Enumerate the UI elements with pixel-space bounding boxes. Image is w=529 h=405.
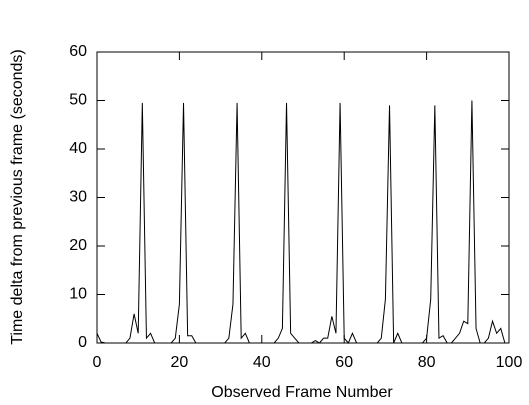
x-axis-label: Observed Frame Number: [211, 384, 393, 401]
y-tick-label: 50: [69, 92, 87, 109]
y-tick-label: 20: [69, 237, 87, 254]
y-tick-label: 0: [78, 334, 87, 351]
y-axis-label: Time delta from previous frame (seconds): [9, 49, 26, 345]
x-tick-label: 80: [418, 354, 436, 371]
x-tick-label: 20: [171, 354, 189, 371]
y-tick-label: 60: [69, 43, 87, 60]
data-line: [96, 100, 506, 344]
x-tick-label: 100: [496, 354, 523, 371]
x-tick-label: 60: [335, 354, 353, 371]
plot-frame: [96, 51, 510, 344]
y-tick-label: 10: [69, 286, 87, 303]
y-tick-label: 30: [69, 189, 87, 206]
x-tick-label: 0: [93, 354, 102, 371]
x-tick-label: 40: [253, 354, 271, 371]
y-tick-label: 40: [69, 140, 87, 157]
